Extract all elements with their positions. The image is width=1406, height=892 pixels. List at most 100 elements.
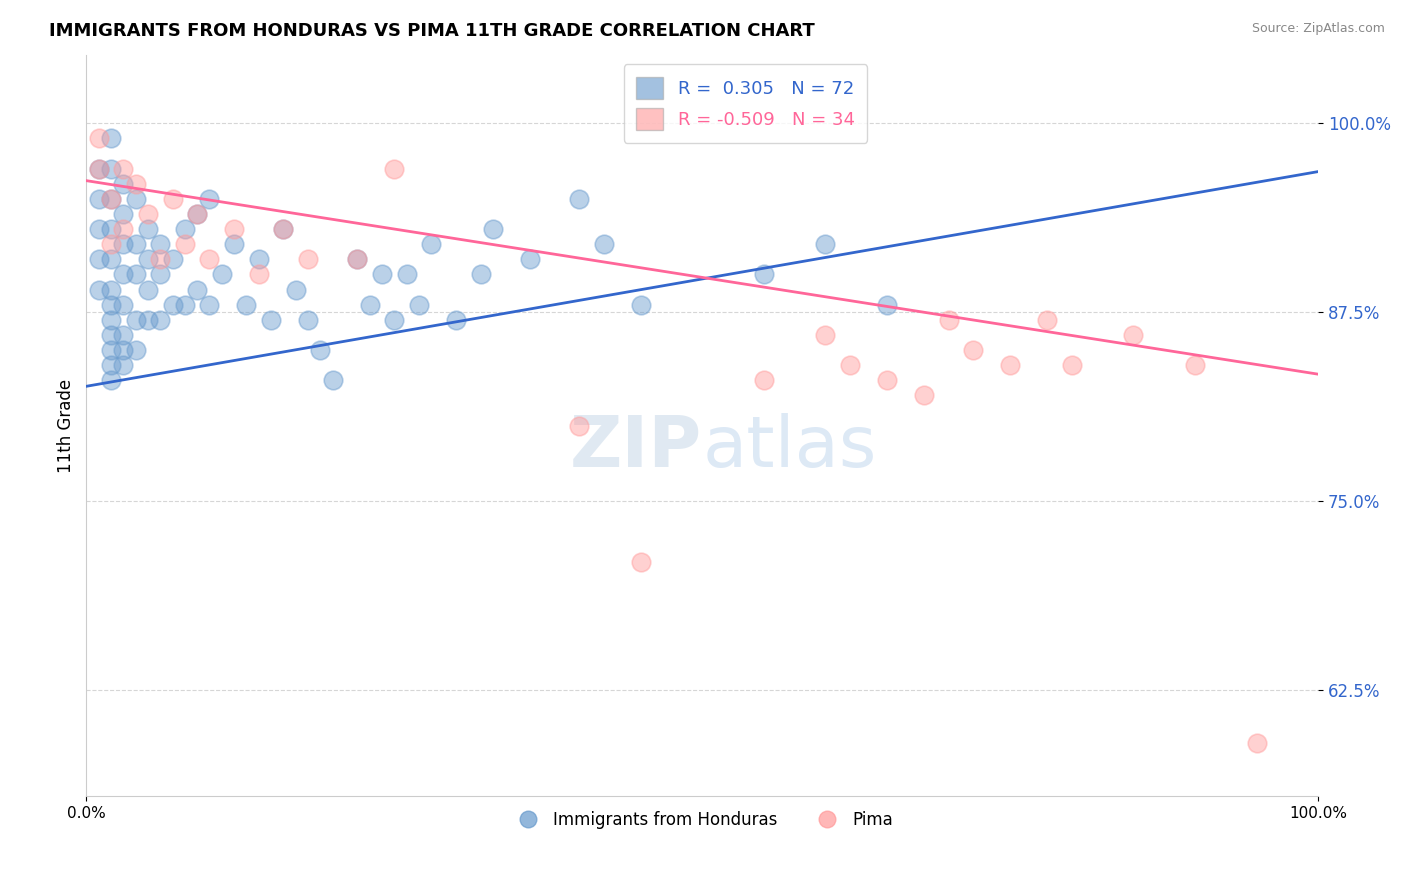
Point	[592, 237, 614, 252]
Point	[382, 161, 405, 176]
Point	[112, 343, 135, 357]
Point	[87, 161, 110, 176]
Point	[100, 327, 122, 342]
Point	[100, 192, 122, 206]
Point	[284, 283, 307, 297]
Point	[100, 131, 122, 145]
Point	[1060, 358, 1083, 372]
Point	[346, 252, 368, 267]
Point	[420, 237, 443, 252]
Text: ZIP: ZIP	[569, 413, 702, 483]
Point	[162, 192, 184, 206]
Point	[149, 268, 172, 282]
Point	[359, 298, 381, 312]
Point	[162, 252, 184, 267]
Point	[149, 252, 172, 267]
Point	[87, 161, 110, 176]
Point	[395, 268, 418, 282]
Point	[322, 373, 344, 387]
Point	[752, 373, 775, 387]
Point	[568, 192, 591, 206]
Point	[162, 298, 184, 312]
Point	[112, 358, 135, 372]
Point	[173, 237, 195, 252]
Point	[136, 207, 159, 221]
Text: IMMIGRANTS FROM HONDURAS VS PIMA 11TH GRADE CORRELATION CHART: IMMIGRANTS FROM HONDURAS VS PIMA 11TH GR…	[49, 22, 815, 40]
Point	[136, 252, 159, 267]
Point	[149, 237, 172, 252]
Text: Source: ZipAtlas.com: Source: ZipAtlas.com	[1251, 22, 1385, 36]
Point	[124, 312, 146, 326]
Point	[100, 358, 122, 372]
Point	[100, 298, 122, 312]
Y-axis label: 11th Grade: 11th Grade	[58, 378, 75, 473]
Point	[124, 268, 146, 282]
Point	[149, 312, 172, 326]
Point	[186, 207, 208, 221]
Point	[186, 283, 208, 297]
Point	[630, 298, 652, 312]
Point	[408, 298, 430, 312]
Point	[211, 268, 233, 282]
Point	[100, 343, 122, 357]
Point	[112, 327, 135, 342]
Point	[752, 268, 775, 282]
Point	[876, 373, 898, 387]
Point	[124, 343, 146, 357]
Text: atlas: atlas	[702, 413, 877, 483]
Point	[136, 312, 159, 326]
Point	[470, 268, 492, 282]
Point	[938, 312, 960, 326]
Point	[198, 252, 221, 267]
Point	[112, 237, 135, 252]
Point	[136, 222, 159, 236]
Point	[87, 252, 110, 267]
Point	[112, 298, 135, 312]
Point	[912, 388, 935, 402]
Point	[112, 268, 135, 282]
Point	[87, 131, 110, 145]
Point	[1184, 358, 1206, 372]
Point	[839, 358, 862, 372]
Point	[1246, 736, 1268, 750]
Point	[371, 268, 394, 282]
Point	[112, 177, 135, 191]
Point	[112, 207, 135, 221]
Point	[297, 312, 319, 326]
Point	[112, 222, 135, 236]
Point	[173, 222, 195, 236]
Point	[100, 252, 122, 267]
Point	[260, 312, 283, 326]
Point	[273, 222, 295, 236]
Point	[186, 207, 208, 221]
Point	[100, 312, 122, 326]
Point	[1036, 312, 1059, 326]
Point	[382, 312, 405, 326]
Point	[346, 252, 368, 267]
Point	[100, 283, 122, 297]
Point	[247, 252, 270, 267]
Point	[247, 268, 270, 282]
Point	[224, 222, 246, 236]
Point	[100, 373, 122, 387]
Point	[100, 237, 122, 252]
Point	[876, 298, 898, 312]
Point	[482, 222, 505, 236]
Point	[814, 237, 837, 252]
Point	[100, 161, 122, 176]
Point	[87, 192, 110, 206]
Point	[173, 298, 195, 312]
Legend: Immigrants from Honduras, Pima: Immigrants from Honduras, Pima	[505, 805, 900, 836]
Point	[124, 237, 146, 252]
Point	[198, 192, 221, 206]
Point	[297, 252, 319, 267]
Point	[444, 312, 467, 326]
Point	[519, 252, 541, 267]
Point	[568, 418, 591, 433]
Point	[962, 343, 984, 357]
Point	[124, 177, 146, 191]
Point	[87, 283, 110, 297]
Point	[235, 298, 257, 312]
Point	[100, 192, 122, 206]
Point	[198, 298, 221, 312]
